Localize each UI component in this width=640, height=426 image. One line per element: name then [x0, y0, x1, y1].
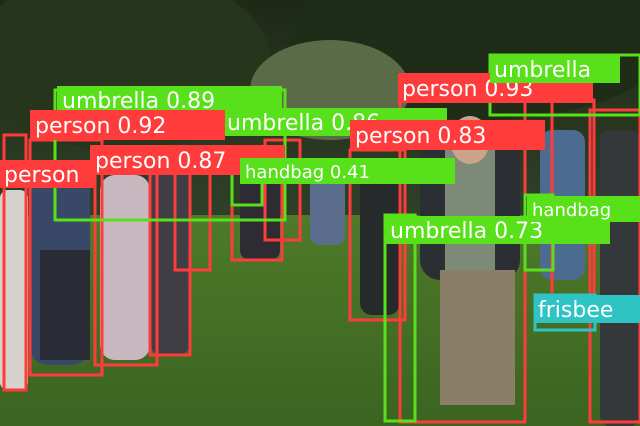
- svg-text:handbag: handbag: [532, 200, 611, 221]
- label-handbag-0.41: handbag 0.41: [240, 158, 455, 184]
- svg-text:person: person: [4, 163, 79, 188]
- person-box: [263, 138, 302, 242]
- svg-text:handbag 0.41: handbag 0.41: [245, 162, 370, 183]
- person-box: [2, 133, 28, 392]
- svg-text:person 0.87: person 0.87: [95, 149, 226, 174]
- label-person-left: person: [0, 160, 95, 188]
- label-frisbee: frisbee: [535, 295, 640, 323]
- person-box: [588, 108, 640, 424]
- label-person-0.93: person 0.93: [398, 73, 593, 103]
- svg-text:person 0.83: person 0.83: [355, 124, 486, 149]
- umbrella-box: [383, 213, 417, 423]
- svg-text:umbrella: umbrella: [494, 58, 591, 83]
- svg-text:umbrella 0.73: umbrella 0.73: [390, 219, 543, 244]
- person-box: [173, 158, 212, 272]
- svg-text:frisbee: frisbee: [538, 298, 613, 323]
- svg-text:person 0.92: person 0.92: [35, 114, 166, 139]
- label-handbag: handbag: [527, 196, 640, 222]
- label-person-0.87: person 0.87: [90, 145, 285, 175]
- person-box: [93, 168, 159, 367]
- label-person-0.83: person 0.83: [350, 120, 545, 150]
- label-person-0.92: person 0.92: [30, 110, 225, 140]
- label-umbrella-top: umbrella: [490, 55, 620, 83]
- svg-text:umbrella 0.89: umbrella 0.89: [62, 89, 215, 114]
